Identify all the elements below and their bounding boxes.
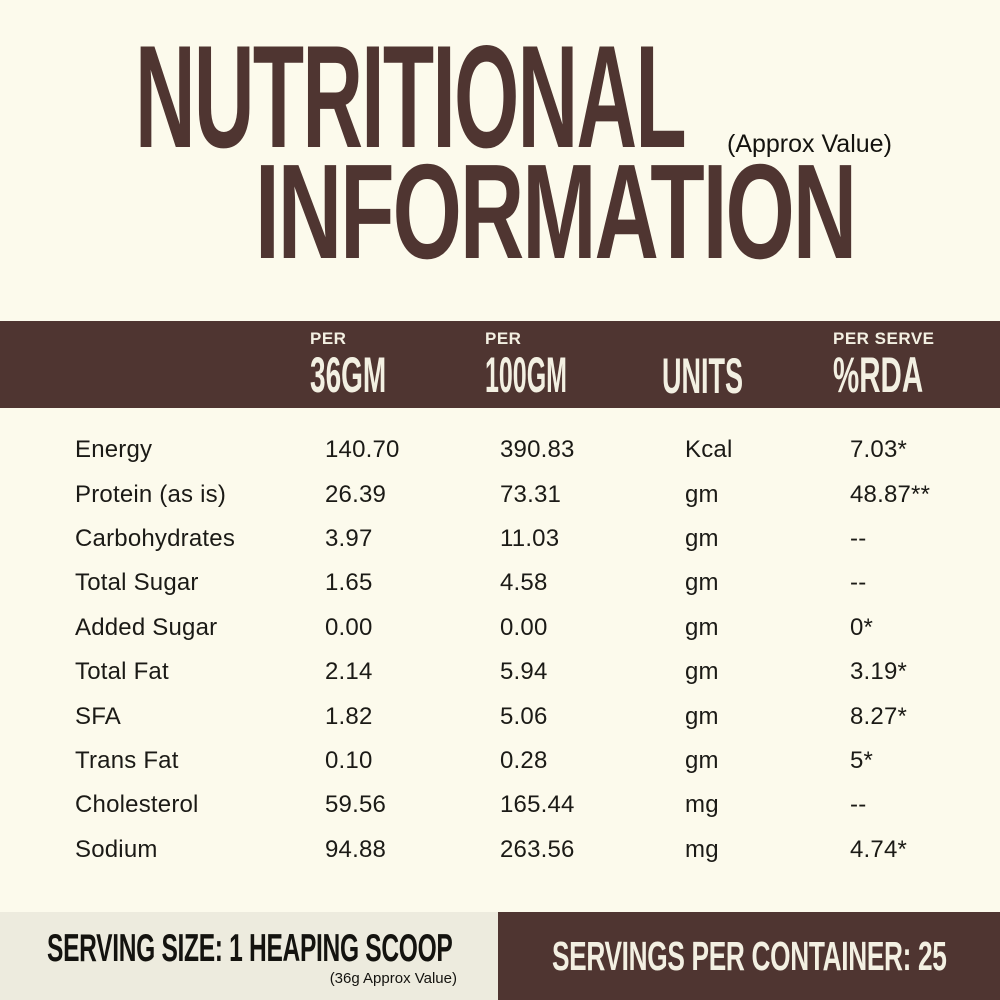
- row-rda: 3.19*: [850, 658, 908, 686]
- row-value-per-36gm: 1.65: [325, 569, 373, 597]
- title-approx-note: (Approx Value): [727, 130, 892, 158]
- serving-size-note: (36g Approx Value): [329, 970, 457, 987]
- row-label: Sodium: [75, 835, 158, 863]
- row-rda: 8.27*: [850, 702, 908, 730]
- header-per-36gm-top: PER: [310, 329, 347, 348]
- row-value-per-100gm: 390.83: [500, 436, 575, 464]
- row-label: Total Sugar: [75, 569, 199, 597]
- row-unit: gm: [685, 658, 719, 686]
- header-per-100gm-label: 100GM: [485, 347, 567, 403]
- title-line2: INFORMATION: [255, 136, 857, 287]
- row-rda: --: [850, 791, 867, 819]
- row-label: Cholesterol: [75, 791, 199, 819]
- row-value-per-36gm: 140.70: [325, 436, 400, 464]
- row-label: Energy: [75, 436, 153, 464]
- row-unit: mg: [685, 835, 719, 863]
- row-value-per-100gm: 0.28: [500, 746, 548, 774]
- row-value-per-100gm: 165.44: [500, 791, 575, 819]
- row-value-per-100gm: 263.56: [500, 835, 575, 863]
- row-label: Total Fat: [75, 658, 169, 686]
- row-unit: mg: [685, 791, 719, 819]
- row-unit: Kcal: [685, 436, 733, 464]
- header-units: UNITS: [662, 351, 812, 401]
- row-label: SFA: [75, 702, 121, 730]
- header-units-label: UNITS: [662, 348, 743, 404]
- row-rda: --: [850, 524, 867, 552]
- row-value-per-36gm: 59.56: [325, 791, 387, 819]
- row-label: Trans Fat: [75, 746, 179, 774]
- row-label: Carbohydrates: [75, 524, 236, 552]
- row-unit: gm: [685, 746, 719, 774]
- header-rda-label: %RDA: [833, 347, 924, 403]
- header-per-36gm: PER 36GM: [310, 330, 446, 400]
- row-rda: 5*: [850, 746, 874, 774]
- row-value-per-100gm: 0.00: [500, 613, 548, 641]
- row-value-per-36gm: 26.39: [325, 480, 387, 508]
- row-unit: gm: [685, 524, 719, 552]
- row-value-per-36gm: 1.82: [325, 702, 373, 730]
- servings-per-container-text: SERVINGS PER CONTAINER: 25: [551, 932, 947, 979]
- row-rda: 7.03*: [850, 436, 908, 464]
- row-value-per-100gm: 11.03: [500, 524, 560, 552]
- row-rda: 48.87**: [850, 480, 931, 508]
- row-value-per-36gm: 3.97: [325, 524, 373, 552]
- row-unit: gm: [685, 480, 719, 508]
- row-rda: 4.74*: [850, 835, 908, 863]
- header-per-36gm-label: 36GM: [310, 347, 387, 403]
- row-value-per-100gm: 5.06: [500, 702, 548, 730]
- row-value-per-36gm: 94.88: [325, 835, 387, 863]
- nutrition-table-body: Energy 140.70 390.83 Kcal 7.03* Protein …: [75, 428, 975, 872]
- row-unit: gm: [685, 613, 719, 641]
- row-value-per-100gm: 73.31: [500, 480, 562, 508]
- row-label: Protein (as is): [75, 480, 227, 508]
- row-value-per-100gm: 5.94: [500, 658, 548, 686]
- header-per-100gm: PER 100GM: [485, 330, 649, 400]
- title-line1: NUTRITIONAL: [135, 15, 687, 178]
- header-rda-top: PER SERVE: [833, 329, 935, 348]
- row-label: Added Sugar: [75, 613, 218, 641]
- table-header-bar: PER 36GM PER 100GM UNITS PER SERVE %RDA: [0, 321, 1000, 408]
- row-rda: --: [850, 569, 867, 597]
- serving-size-text: SERVING SIZE: 1 HEAPING SCOOP: [47, 927, 453, 970]
- row-value-per-100gm: 4.58: [500, 569, 548, 597]
- serving-size-strip: [0, 912, 498, 1000]
- row-rda: 0*: [850, 613, 874, 641]
- header-rda: PER SERVE %RDA: [833, 330, 986, 400]
- row-value-per-36gm: 0.10: [325, 746, 373, 774]
- header-per-100gm-top: PER: [485, 329, 522, 348]
- row-value-per-36gm: 0.00: [325, 613, 373, 641]
- servings-per-container-box: SERVINGS PER CONTAINER: 25: [498, 912, 1000, 1000]
- row-unit: gm: [685, 702, 719, 730]
- row-unit: gm: [685, 569, 719, 597]
- row-value-per-36gm: 2.14: [325, 658, 373, 686]
